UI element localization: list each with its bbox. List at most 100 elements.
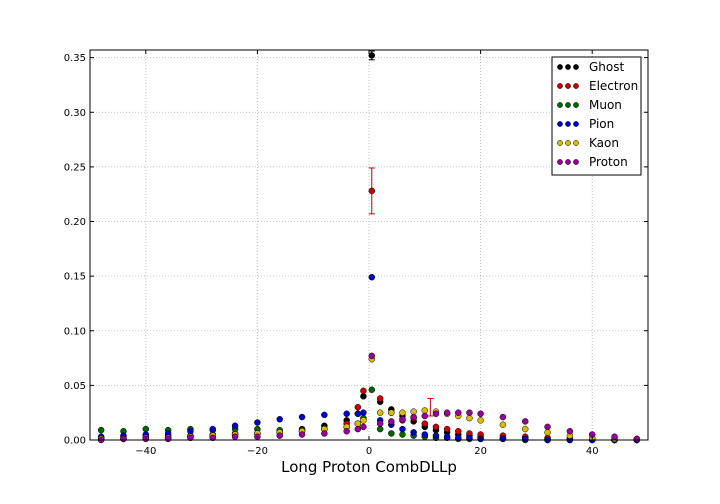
proton-point [399,415,406,423]
electron-point [455,428,462,435]
ghost-point [368,52,376,59]
electron-point [421,420,429,427]
proton-point [209,434,217,442]
axis-ticks: −40 −20 0 20 40 0.00 0.05 0.10 0.15 0.20 0.25 0.30 0… [64,50,649,457]
legend-marker [557,64,563,70]
proton-point [566,428,574,435]
proton-point [276,432,283,439]
legend-label: Pion [589,117,614,131]
electron-point [432,423,440,431]
y-tick-label: 0.05 [64,381,86,392]
pion-point [209,425,217,433]
x-tick-label: 40 [586,446,599,457]
proton-point [360,423,367,431]
legend-box [551,56,642,176]
muon-point [97,426,105,434]
kaon-point [521,425,529,433]
kaon-point [466,414,473,422]
muon-point [142,425,150,433]
legend-item-ghost: Ghost [557,60,624,74]
proton-point [499,413,507,421]
kaon-point [499,421,507,428]
x-tick-label: −40 [135,446,156,457]
y-tick-label: 0.25 [64,162,86,173]
pion-point [399,425,406,433]
pion-point [354,410,362,418]
y-tick-label: 0.30 [64,108,86,119]
electron-point [360,387,367,395]
proton-point [477,410,484,418]
legend-marker [573,83,579,89]
proton-point [455,409,462,416]
kaon-point [477,417,484,424]
x-tick-label: −20 [247,446,268,457]
kaon-point [544,429,551,436]
kaon-point [388,409,395,416]
proton-point [633,435,641,443]
legend-marker [557,83,563,89]
kaon-point [360,417,367,424]
legend-marker [557,121,563,127]
proton-point [410,413,417,421]
legend-label: Proton [589,155,628,169]
legend-marker [557,102,563,108]
pion-point [187,428,194,435]
pion-point [298,413,306,421]
proton-point [298,431,306,438]
x-tick-label: 0 [366,446,372,457]
proton-point [376,420,384,427]
legend-item-muon: Muon [557,98,622,112]
legend-marker [565,83,571,89]
legend-label: Kaon [589,136,619,150]
proton-point [443,409,451,416]
pion-point [499,435,507,443]
legend-marker [565,140,571,146]
pion-point [466,434,473,442]
pion-point [421,431,429,438]
x-axis-label: Long Proton CombDLLp [281,458,457,476]
kaon-point [399,409,406,416]
legend-marker [565,121,571,127]
proton-point [187,434,194,442]
kaon-point [376,409,384,416]
proton-point [120,435,127,443]
legend-label: Ghost [589,60,624,74]
pion-point [521,435,529,443]
kaon-point [354,420,362,427]
pion-point [455,434,462,442]
proton-point [388,418,395,425]
legend-marker [557,159,563,165]
ghost-point [360,393,367,400]
y-tick-label: 0.35 [64,53,86,64]
muon-point [388,430,395,437]
proton-point [466,409,473,416]
proton-point [544,423,551,431]
pion-point [254,419,261,426]
muon-point [368,386,376,393]
proton-point [321,430,328,437]
proton-point [354,425,362,433]
legend-item-electron: Electron [557,79,638,93]
proton-point [432,410,440,418]
proton-point [164,435,172,443]
pion-point [321,411,328,419]
proton-point [368,352,376,360]
electron-point [376,395,384,402]
pion-point [368,273,376,281]
x-tick-label: 20 [474,446,487,457]
pion-point [276,415,283,423]
legend: Ghost Electron Muon Pion Kaon Proton [551,56,642,176]
pion-point [231,422,239,430]
legend-marker [557,140,563,146]
legend-item-pion: Pion [557,117,614,131]
proton-point [521,418,529,425]
y-tick-label: 0.20 [64,217,86,228]
legend-label: Electron [589,79,638,93]
proton-point [231,433,239,440]
legend-label: Muon [589,98,622,112]
kaon-point [410,408,417,415]
muon-point [376,425,384,433]
legend-marker [573,121,579,127]
electron-point [443,425,451,433]
